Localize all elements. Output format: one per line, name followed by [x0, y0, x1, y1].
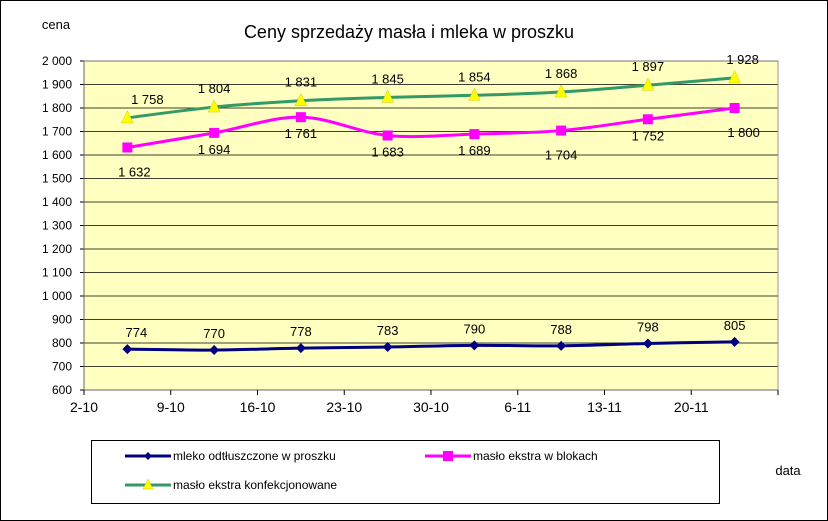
data-label: 1 758: [131, 92, 164, 107]
chart-title: Ceny sprzedaży masła i mleka w proszku: [244, 22, 574, 42]
data-point: [556, 340, 567, 351]
data-label: 783: [377, 323, 399, 338]
axes: [80, 60, 779, 395]
series-line: [127, 106, 735, 149]
legend: mleko odtłuszczone w proszku masło ekstr…: [91, 440, 720, 504]
data-point: [641, 77, 655, 91]
data-point: [729, 336, 740, 347]
data-point: [295, 112, 306, 123]
data-point: [295, 343, 306, 354]
legend-swatch-triangle: [125, 478, 171, 490]
data-label: 1 897: [632, 59, 665, 74]
series-line: [127, 76, 735, 120]
x-tick-label: 2-10: [70, 399, 98, 415]
data-label: 1 632: [118, 164, 151, 179]
legend-item-maslo-konf: masło ekstra konfekcjonowane: [125, 477, 425, 493]
series-0: 774 770 778 783 790 788 798 805: [122, 318, 746, 356]
x-axis-label: data: [775, 463, 801, 478]
legend-label: masło ekstra w blokach: [473, 449, 598, 463]
y-tick-label: 1 000: [42, 289, 72, 303]
data-label: 1 689: [458, 143, 491, 158]
x-tick-label: 13-11: [587, 399, 622, 415]
data-point: [642, 114, 653, 125]
y-tick-label: 1 100: [42, 266, 72, 280]
data-label: 1 704: [545, 148, 578, 163]
series-line: [127, 340, 735, 352]
data-point: [642, 338, 653, 349]
data-point: [729, 103, 740, 113]
data-label: 798: [637, 319, 659, 334]
y-tick-label: 800: [52, 336, 72, 350]
x-tick-label: 9-10: [157, 399, 185, 415]
data-point: [120, 110, 134, 124]
data-point: [381, 89, 395, 103]
y-tick-label: 1 800: [42, 101, 72, 115]
y-tick-labels: 600 700 800 900 1 000 1 100 1 200 1 300 1 400 1 5…: [42, 54, 72, 397]
legend-item-maslo-bloki: masło ekstra w blokach: [425, 448, 705, 464]
data-label: 1 845: [371, 71, 404, 86]
data-point: [728, 70, 742, 84]
legend-item-mleko: mleko odtłuszczone w proszku: [125, 448, 425, 464]
y-tick-label: 1 200: [42, 242, 72, 256]
y-tick-label: 1 500: [42, 172, 72, 186]
data-label: 1 831: [285, 75, 318, 90]
x-tick-label: 23-10: [326, 399, 362, 415]
x-tick-labels: 2-10 9-10 16-10 23-10 30-10 6-11 13-11 20-11: [70, 399, 709, 415]
legend-label: masło ekstra konfekcjonowane: [173, 478, 338, 492]
data-label: 778: [290, 324, 312, 339]
x-tick-label: 16-10: [240, 399, 276, 415]
legend-swatch-square: [425, 451, 471, 461]
y-tick-label: 1 600: [42, 148, 72, 162]
data-point: [556, 125, 567, 136]
y-tick-label: 1 300: [42, 219, 72, 233]
y-tick-label: 700: [52, 360, 72, 374]
series-1: 1 632 1 694 1 761 1 683 1 689 1 704 1 752 1 800: [118, 103, 760, 179]
data-point: [209, 127, 220, 138]
x-tick-label: 30-10: [413, 399, 449, 415]
data-label: 1 800: [727, 125, 760, 140]
data-label: 1 683: [371, 144, 404, 159]
data-point: [554, 84, 568, 98]
data-label: 805: [724, 318, 746, 333]
data-point: [382, 341, 393, 352]
y-tick-label: 1 400: [42, 195, 72, 209]
y-tick-label: 1 900: [42, 78, 72, 92]
y-axis-label: cena: [42, 17, 71, 32]
data-point: [382, 130, 393, 141]
legend-label: mleko odtłuszczone w proszku: [173, 449, 336, 463]
data-label: 790: [464, 321, 486, 336]
data-label: 1 761: [285, 126, 318, 141]
y-tick-label: 600: [52, 383, 72, 397]
data-point: [467, 87, 481, 101]
data-point: [209, 345, 220, 356]
legend-swatch-diamond: [125, 452, 171, 460]
data-label: 1 804: [198, 81, 231, 96]
y-tick-label: 900: [52, 313, 72, 327]
series-2: 1 758 1 804 1 831 1 845 1 854 1 868 1 897 1 928: [120, 52, 759, 124]
data-point: [207, 99, 221, 113]
x-tick-label: 6-11: [504, 399, 531, 415]
data-label: 1 694: [198, 142, 231, 157]
data-label: 1 868: [545, 66, 578, 81]
data-label: 770: [203, 326, 225, 341]
x-tick-label: 20-11: [674, 399, 709, 415]
data-label: 788: [550, 322, 572, 337]
data-point: [122, 344, 133, 355]
y-tick-label: 2 000: [42, 54, 72, 68]
data-point: [122, 142, 133, 153]
data-point: [469, 129, 480, 140]
data-point: [469, 340, 480, 351]
data-label: 774: [126, 325, 148, 340]
y-tick-label: 1 700: [42, 125, 72, 139]
data-label: 1 928: [726, 52, 759, 67]
data-point: [294, 93, 308, 106]
data-label: 1 752: [632, 128, 665, 143]
data-label: 1 854: [458, 69, 491, 84]
